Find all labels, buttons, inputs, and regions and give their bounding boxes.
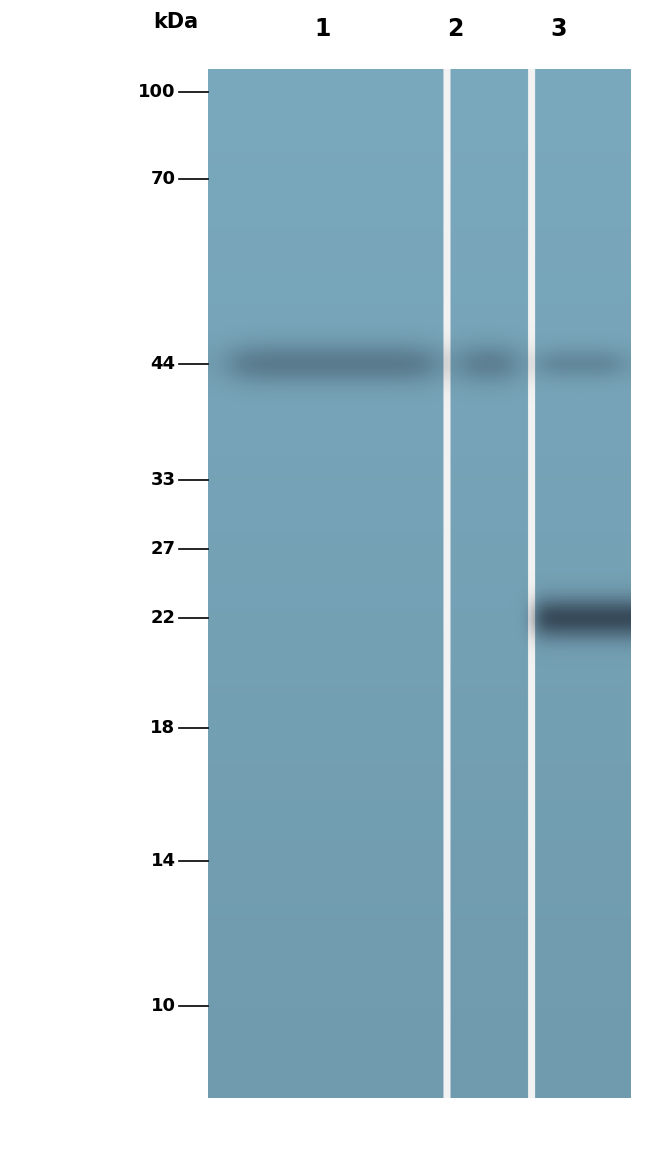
Text: 1: 1 — [314, 17, 330, 42]
Text: 18: 18 — [150, 719, 176, 738]
Text: 14: 14 — [151, 852, 176, 870]
Text: 10: 10 — [151, 996, 176, 1015]
Text: 3: 3 — [551, 17, 567, 42]
Text: kDa: kDa — [153, 12, 198, 31]
Text: 70: 70 — [151, 170, 176, 188]
Text: 2: 2 — [447, 17, 463, 42]
Text: 27: 27 — [151, 540, 176, 558]
Text: 22: 22 — [151, 609, 176, 628]
Text: 33: 33 — [151, 470, 176, 489]
Text: 100: 100 — [138, 83, 176, 102]
Text: 44: 44 — [151, 355, 176, 373]
